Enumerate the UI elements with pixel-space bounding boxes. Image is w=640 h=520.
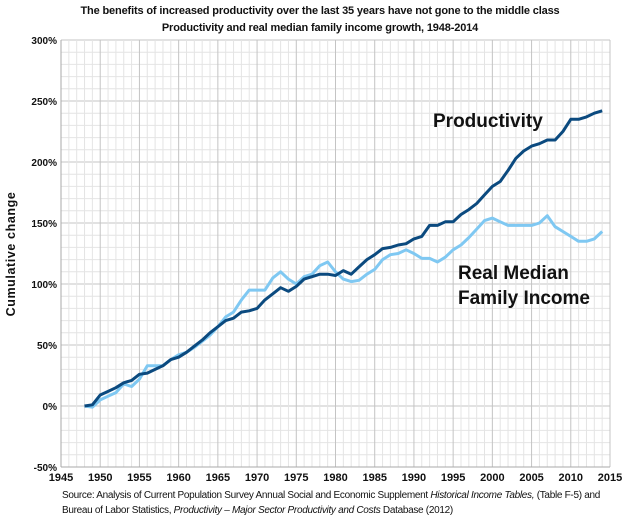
- source-italic: Productivity – Major Sector Productivity…: [173, 505, 381, 516]
- y-tick-label: 250%: [31, 97, 57, 108]
- source-line-1: Source: Analysis of Current Population S…: [62, 490, 600, 501]
- x-tick-label: 1965: [206, 472, 230, 484]
- chart-subtitle: Productivity and real median family inco…: [161, 22, 479, 34]
- source-text: Database (2012): [380, 505, 453, 516]
- x-tick-label: 1985: [362, 472, 386, 484]
- x-tick-label: 2000: [480, 472, 504, 484]
- y-tick-label: 150%: [31, 219, 57, 230]
- source-text: Bureau of Labor Statistics,: [62, 505, 174, 516]
- x-tick-label: 1995: [441, 472, 465, 484]
- source-line-2: Bureau of Labor Statistics, Productivity…: [62, 505, 453, 516]
- x-tick-label: 1975: [284, 472, 308, 484]
- x-tick-label: 1970: [245, 472, 269, 484]
- source-italic: Historical Income Tables,: [430, 490, 535, 501]
- x-tick-label: 1960: [166, 472, 190, 484]
- source-text: Source: Analysis of Current Population S…: [62, 490, 431, 501]
- y-tick-label: -50%: [34, 463, 57, 474]
- series-label-productivity: Productivity: [433, 111, 543, 132]
- y-tick-label: 300%: [31, 36, 57, 47]
- y-tick-label: 200%: [31, 158, 57, 169]
- chart-title: The benefits of increased productivity o…: [80, 5, 560, 17]
- y-tick-label: 100%: [31, 280, 57, 291]
- series-label-income-line1: Real Median: [458, 263, 569, 284]
- y-tick-label: 0%: [43, 402, 58, 413]
- productivity-line: [84, 109, 603, 408]
- x-tick-label: 2015: [598, 472, 622, 484]
- x-tick-label: 1950: [88, 472, 112, 484]
- y-axis-label: Cumulative change: [4, 192, 18, 317]
- x-tick-label: 1990: [402, 472, 426, 484]
- y-tick-label: 50%: [37, 341, 57, 352]
- series-label-income-line2: Family Income: [458, 288, 590, 309]
- source-text: (Table F-5) and: [534, 490, 601, 501]
- x-tick-label: 2005: [519, 472, 543, 484]
- x-tick-label: 1955: [127, 472, 151, 484]
- x-tick-label: 1945: [49, 472, 73, 484]
- x-tick-label: 1980: [323, 472, 347, 484]
- x-tick-label: 2010: [559, 472, 583, 484]
